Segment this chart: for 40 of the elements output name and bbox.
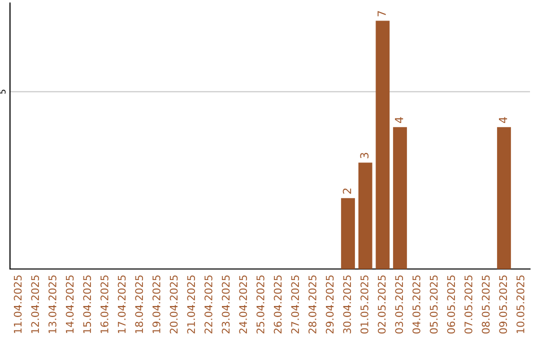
data-label: 4 bbox=[498, 117, 508, 124]
data-label: 7 bbox=[378, 11, 386, 16]
bar bbox=[497, 127, 511, 269]
x-tick-label: 27.04.2025 bbox=[291, 275, 300, 334]
x-tick-label: 06.05.2025 bbox=[447, 275, 456, 334]
x-tick-label: 21.04.2025 bbox=[187, 275, 196, 334]
x-tick-label: 25.04.2025 bbox=[256, 275, 264, 334]
data-label: 3 bbox=[360, 152, 369, 158]
x-tick-label: 02.05.2025 bbox=[378, 275, 386, 334]
x-tick-label: 11.04.2025 bbox=[14, 275, 22, 334]
x-tick-label: 29.04.2025 bbox=[326, 275, 334, 334]
x-tick-label: 16.04.2025 bbox=[100, 275, 108, 334]
x-tick-label: 24.04.2025 bbox=[239, 275, 248, 334]
x-tick-label: 18.04.2025 bbox=[135, 275, 144, 334]
x-tick-label: 26.04.2025 bbox=[274, 275, 282, 334]
x-tick-label: 23.04.2025 bbox=[222, 275, 230, 334]
x-tick-label: 12.04.2025 bbox=[31, 275, 40, 334]
x-tick-label: 19.04.2025 bbox=[152, 275, 160, 334]
x-tick-label: 01.05.2025 bbox=[360, 275, 368, 334]
x-tick-label: 07.05.2025 bbox=[464, 275, 472, 334]
x-tick-label: 22.04.2025 bbox=[204, 275, 212, 334]
x-tick-label: 03.05.2025 bbox=[395, 275, 404, 334]
x-tick-label: 30.04.2025 bbox=[343, 275, 352, 334]
x-tick-label: 28.04.2025 bbox=[308, 275, 316, 334]
x-tick-label: 04.05.2025 bbox=[412, 275, 420, 334]
x-tick-label: 17.04.2025 bbox=[118, 275, 126, 334]
bar bbox=[376, 20, 390, 269]
x-tick-label: 09.05.2025 bbox=[499, 275, 508, 334]
bar bbox=[393, 127, 407, 269]
x-tick-label: 05.05.2025 bbox=[430, 275, 438, 334]
x-tick-label: 14.04.2025 bbox=[66, 275, 74, 334]
x-tick-label: 20.04.2025 bbox=[170, 275, 178, 334]
x-tick-label: 15.04.2025 bbox=[83, 275, 92, 334]
data-label: 2 bbox=[342, 188, 352, 194]
bar bbox=[341, 198, 355, 269]
x-tick-label: 10.05.2025 bbox=[516, 275, 524, 334]
bar bbox=[358, 162, 372, 269]
data-label: 4 bbox=[394, 117, 404, 124]
x-tick-label: 08.05.2025 bbox=[482, 275, 490, 334]
x-tick-label: 13.04.2025 bbox=[48, 275, 56, 334]
